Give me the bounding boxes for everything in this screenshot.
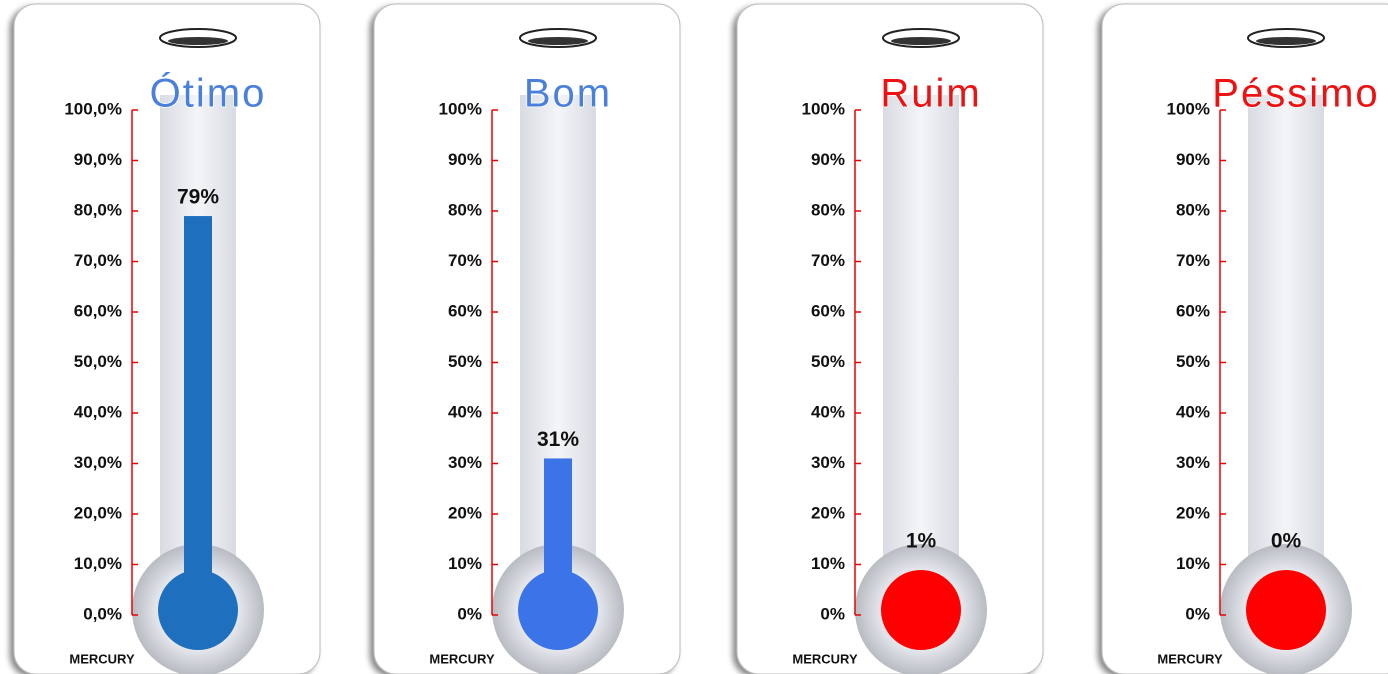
y-tick-label: 70% [811,251,845,270]
hanger [159,28,237,48]
hanger-hole [891,37,951,45]
hanger-hole [1256,37,1316,45]
chart-title: Bom [524,72,612,116]
value-label: 31% [537,428,579,451]
bulb-label: MERCURY [1157,651,1223,666]
y-tick-label: 90% [811,150,845,169]
y-tick-label: 20% [1176,503,1210,522]
y-tick-label: 70% [448,251,482,270]
y-tick-label: 20% [448,503,482,522]
y-tick-label: 30% [811,453,845,472]
thermometer-chart: 0% 10% 20% 30% 40% 50% 60% 70% 80% 90% 100% 31% Bom M… [373,3,681,674]
chart-title: Ruim [880,72,981,116]
y-tick-label: 70% [1176,251,1210,270]
y-tick-label: 0% [457,604,482,623]
y-tick-label: 90% [448,150,482,169]
value-label: 1% [906,530,937,553]
mercury-bar [544,458,572,615]
y-tick-label: 10% [1176,554,1210,573]
y-tick-label: 100% [802,99,845,118]
y-tick-label: 90,0% [74,150,122,169]
y-tick-label: 40% [1176,402,1210,421]
y-tick-label: 30% [1176,453,1210,472]
y-tick-label: 0% [1185,604,1210,623]
y-tick-label: 70,0% [74,251,122,270]
chart-title: Ótimo [150,71,267,116]
y-tick-label: 50% [811,352,845,371]
value-label: 0% [1271,530,1302,553]
y-tick-label: 80% [811,200,845,219]
y-tick-label: 40% [811,402,845,421]
bulb [1246,570,1326,650]
y-tick-label: 100,0% [64,99,122,118]
y-tick-label: 50% [448,352,482,371]
y-tick-label: 80% [1176,200,1210,219]
y-tick-label: 80,0% [74,200,122,219]
y-tick-label: 60,0% [74,301,122,320]
y-tick-label: 30,0% [74,453,122,472]
y-tick-label: 40,0% [74,402,122,421]
tube [1248,95,1324,615]
y-tick-label: 10,0% [74,554,122,573]
y-tick-label: 90% [1176,150,1210,169]
hanger [882,28,960,48]
y-tick-label: 0,0% [83,604,122,623]
y-tick-label: 20% [811,503,845,522]
bulb-label: MERCURY [69,651,135,666]
y-tick-label: 10% [448,554,482,573]
y-tick-label: 60% [1176,301,1210,320]
y-tick-label: 100% [1167,99,1210,118]
bulb-label: MERCURY [429,651,495,666]
y-tick-label: 80% [448,200,482,219]
y-tick-label: 20,0% [74,503,122,522]
thermometer-chart: 0% 10% 20% 30% 40% 50% 60% 70% 80% 90% 100% 1% Ruim M… [736,3,1044,674]
y-tick-label: 50% [1176,352,1210,371]
chart-title: Péssimo [1212,72,1379,116]
y-tick-label: 30% [448,453,482,472]
y-tick-label: 60% [448,301,482,320]
mercury-bar [184,216,212,616]
hanger-hole [528,37,588,45]
y-tick-label: 100% [439,99,482,118]
y-tick-label: 50,0% [74,352,122,371]
tube [883,95,959,615]
bulb-label: MERCURY [792,651,858,666]
y-tick-label: 10% [811,554,845,573]
mercury-bar [907,609,935,615]
y-tick-label: 60% [811,301,845,320]
hanger [1247,28,1325,48]
y-tick-label: 0% [820,604,845,623]
y-tick-label: 40% [448,402,482,421]
thermometer-chart: 0,0% 10,0% 20,0% 30,0% 40,0% 50,0% 60,0% 70,0% 8… [13,3,321,674]
hanger-hole [168,37,228,45]
hanger [519,28,597,48]
thermometer-chart: 0% 10% 20% 30% 40% 50% 60% 70% 80% 90% 100% 0% Péssi… [1101,3,1388,674]
value-label: 79% [177,186,219,209]
